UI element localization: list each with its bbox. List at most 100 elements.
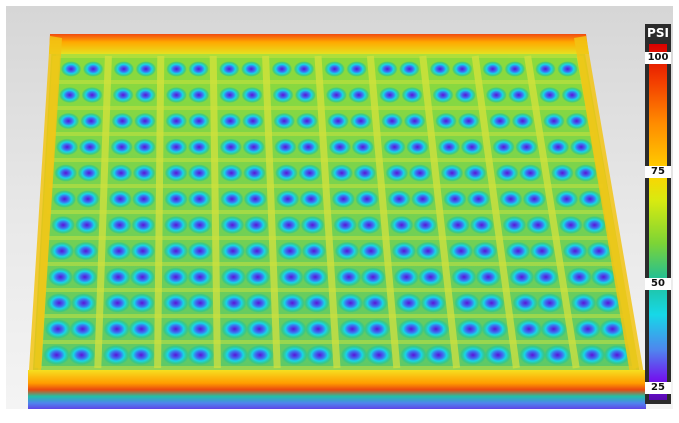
surface-well [49,241,75,261]
legend-title: PSI [647,26,669,40]
surface-well [220,215,245,235]
surface-well [244,215,269,235]
surface-well [393,267,420,287]
surface-well [43,344,71,366]
surface-well [78,138,102,156]
surface-well [133,138,156,156]
surface-well [106,241,132,261]
surface-well [162,344,190,366]
surface-well [187,319,214,339]
surface-well [360,267,386,287]
surface-well [492,138,515,156]
surface-well [508,267,535,287]
surface-well [164,138,188,156]
surface-well [187,344,215,366]
surface-well [408,164,432,182]
surface-well [165,87,187,103]
surface-well [410,190,435,208]
surface-well [413,215,438,235]
surface-well [379,87,401,103]
surface-well [103,319,131,339]
surface-well [337,293,364,313]
surface-well [351,138,375,156]
surface-well [279,293,306,313]
surface-well [346,61,368,77]
surface-well [44,319,72,339]
pressure-surface-plot[interactable] [6,6,673,409]
surface-well [325,87,347,103]
surface-well [429,61,451,77]
surface-well [395,293,422,313]
surface-well [241,61,262,77]
surface-well [540,319,567,339]
surface-well [328,138,352,156]
surface-well [595,293,621,313]
surface-well [293,61,315,77]
surface-well [108,190,133,208]
surface-well [219,164,243,182]
surface-well [273,112,296,130]
surface-well [459,344,487,366]
surface-well [220,241,246,261]
surface-well [415,241,441,261]
surface-well [82,61,104,77]
surface-well [128,319,155,339]
surface-well [76,190,100,208]
surface-well [536,293,563,313]
surface-well [69,319,96,339]
surface-well [70,293,97,313]
surface-well [131,215,156,235]
surface-well [274,138,297,156]
surface-well [484,344,512,366]
surface-well [51,215,76,235]
surface-well [280,319,307,339]
surface-plot-viewport[interactable] [6,6,673,409]
surface-well [188,112,210,130]
surface-front-edge [28,370,646,409]
surface-top-rim [49,34,589,54]
surface-well [437,138,461,156]
surface-well [561,87,583,103]
surface-well [275,164,298,182]
surface-well [448,241,474,261]
surface-well [46,293,73,313]
surface-well [440,164,464,182]
surface-well [52,190,77,208]
surface-well [451,61,473,77]
surface-well [387,190,412,208]
surface-well [241,87,263,103]
surface-well [397,319,425,339]
surface-well [406,138,429,156]
surface-well [403,112,426,130]
surface-well [505,241,531,261]
surface-well [454,87,476,103]
surface-well [127,344,155,366]
surface-well [381,112,403,130]
surface-well [187,215,212,235]
surface-well [478,293,505,313]
surface-well [336,267,362,287]
surface-well [355,190,379,208]
surface-well [102,344,130,366]
surface-well [569,138,593,156]
surface-well [187,138,211,156]
surface-well [187,267,213,287]
surface-well [129,293,155,313]
surface-well [417,267,444,287]
surface-well [299,190,323,208]
surface-well [163,241,189,261]
surface-well [218,61,240,77]
surface-well [131,190,156,208]
surface-well [574,319,602,339]
surface-well [187,190,212,208]
surface-well [599,319,626,339]
surface-well [134,87,157,103]
surface-well [566,267,593,287]
surface-well [515,138,538,156]
surface-well [349,112,372,130]
surface-well [130,241,156,261]
surface-well [460,138,484,156]
surface-well [129,267,156,287]
surface-well [529,241,555,261]
surface-well [512,293,539,313]
